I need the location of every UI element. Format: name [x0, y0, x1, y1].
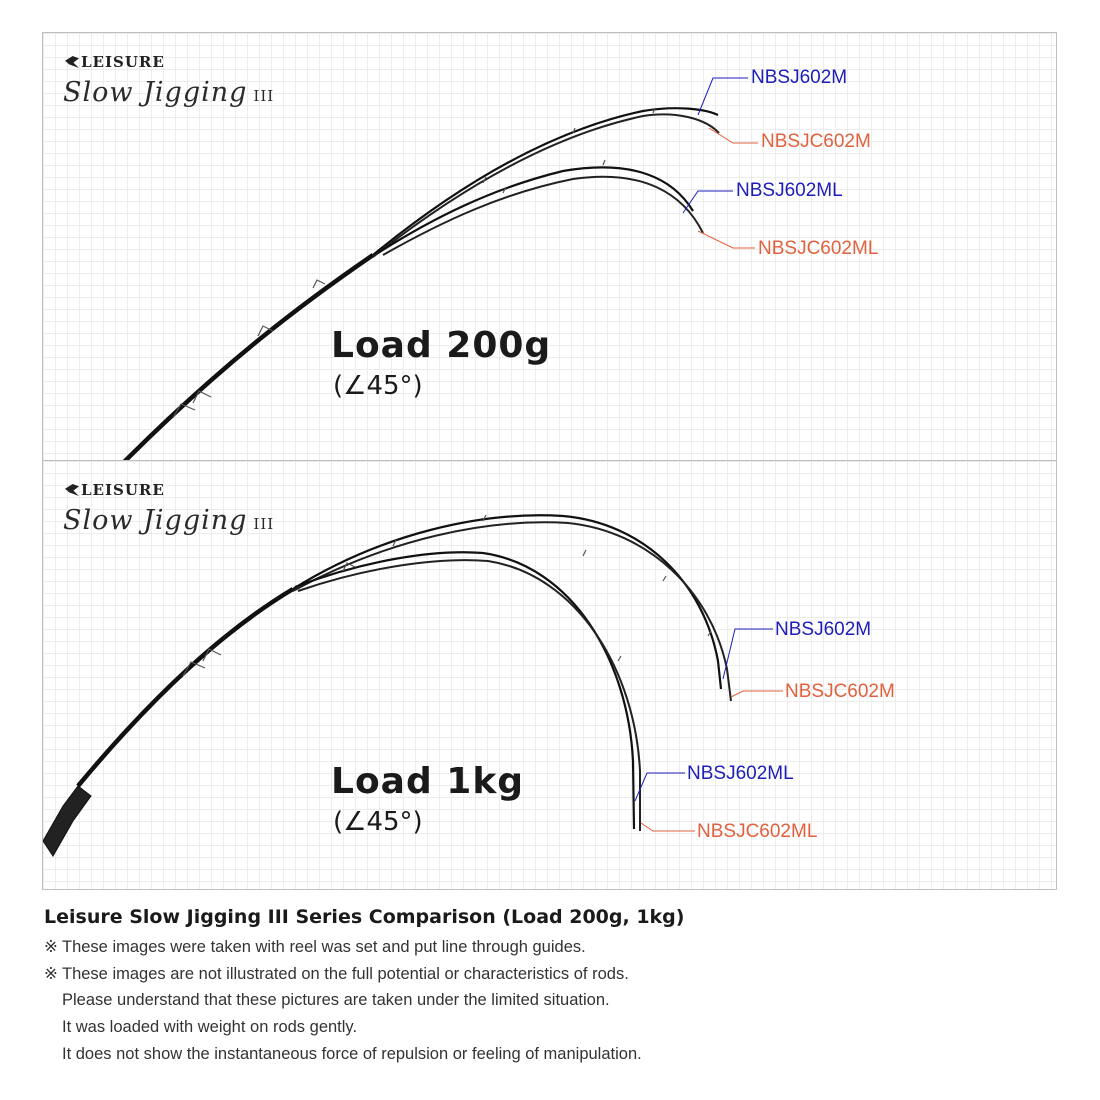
rod-curve-nbsjc602ml-1kg [297, 559, 641, 831]
rod-butt-200g [121, 253, 375, 461]
series-name-text: Slow Jigging [63, 77, 248, 108]
rod-curves-1kg [43, 514, 783, 857]
label-nbsjc602ml: NBSJC602ML [697, 821, 818, 842]
rod-bend-panel-200g: LEISURE Slow Jigging III NBS [42, 32, 1057, 462]
note-text: Please understand that these pictures ar… [62, 991, 610, 1009]
load-title: Load 200g [331, 325, 552, 366]
caption-title: Leisure Slow Jigging III Series Comparis… [44, 906, 685, 928]
rod-guides-1kg [182, 514, 712, 677]
rod-handle-1kg [43, 785, 92, 857]
leader-nbsjc602ml-200g [697, 230, 755, 249]
rod-curve-nbsj602m-1kg [292, 514, 723, 690]
label-nbsjc602ml: NBSJC602ML [758, 238, 879, 259]
rod-curve-nbsjc602m-200g [372, 113, 720, 258]
load-angle: (∠45°) [333, 371, 423, 401]
brand-logo: LEISURE [65, 481, 165, 499]
note-mark: ※ [44, 965, 58, 983]
note-line: It was loaded with weight on rods gently… [44, 1018, 357, 1037]
rod-guides-200g [172, 107, 656, 419]
series-name-text: Slow Jigging [63, 505, 248, 536]
leader-nbsj602m-200g [697, 77, 748, 116]
leader-nbsjc602m-1kg [730, 690, 783, 698]
note-line: Please understand that these pictures ar… [44, 991, 610, 1010]
rod-curve-nbsjc602m-1kg [292, 521, 732, 702]
rod-bend-panel-1kg: LEISURE Slow Jigging III [42, 460, 1057, 890]
label-nbsj602m: NBSJ602M [775, 619, 872, 640]
brand-name: LEISURE [81, 53, 165, 71]
brand-name: LEISURE [81, 481, 165, 499]
series-numeral: III [253, 87, 275, 105]
leader-nbsj602ml-1kg [634, 772, 685, 802]
note-text: These images were taken with reel was se… [62, 938, 586, 956]
load-angle: (∠45°) [333, 807, 423, 837]
brand-logo: LEISURE [65, 53, 165, 71]
rod-curve-nbsjc602ml-200g [382, 175, 704, 256]
rod-curve-nbsj602ml-1kg [294, 551, 636, 830]
label-nbsj602m: NBSJ602M [751, 67, 848, 88]
rod-curve-nbsj602ml-200g [377, 166, 694, 254]
note-mark: ※ [44, 938, 58, 956]
leader-nbsj602m-1kg [722, 628, 773, 680]
note-line: ※ These images were taken with reel was s… [44, 937, 586, 957]
label-nbsj602ml: NBSJ602ML [687, 763, 794, 784]
rod-curve-nbsj602m-200g [372, 107, 719, 256]
leader-nbsj602ml-200g [682, 190, 733, 214]
rod-butt-1kg [76, 587, 295, 788]
leader-nbsjc602ml-1kg [640, 822, 695, 832]
rod-curves-200g [121, 77, 758, 461]
series-name: Slow Jigging III [63, 505, 274, 536]
leader-nbsjc602m-200g [708, 127, 758, 144]
note-text: It does not show the instantaneous force… [62, 1045, 642, 1063]
label-nbsjc602m: NBSJC602M [761, 131, 871, 152]
note-text: These images are not illustrated on the … [62, 965, 629, 983]
label-nbsjc602m: NBSJC602M [785, 681, 895, 702]
note-line: It does not show the instantaneous force… [44, 1045, 642, 1064]
series-numeral: III [253, 515, 275, 533]
series-name: Slow Jigging III [63, 77, 274, 108]
label-nbsj602ml: NBSJ602ML [736, 180, 843, 201]
note-text: It was loaded with weight on rods gently… [62, 1018, 358, 1036]
note-line: ※ These images are not illustrated on the… [44, 964, 629, 984]
load-title: Load 1kg [331, 761, 525, 802]
